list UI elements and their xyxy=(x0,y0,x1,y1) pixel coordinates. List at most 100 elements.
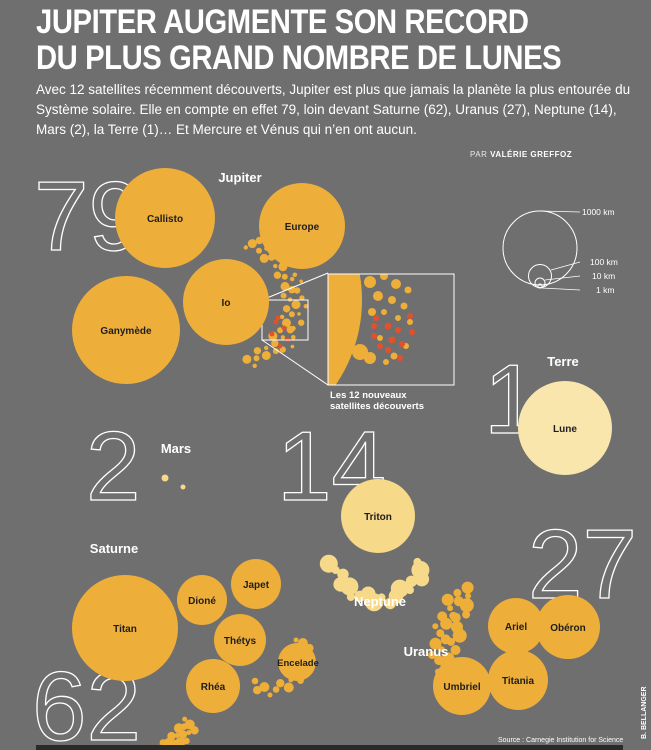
jupiter-small-moon xyxy=(292,272,298,278)
lune-circle xyxy=(518,381,612,475)
jupiter-small-moon xyxy=(303,304,309,309)
uranus-small-moon xyxy=(441,593,454,606)
io-label: Io xyxy=(222,298,231,309)
uranus-small-moon xyxy=(437,611,448,622)
triton-label: Triton xyxy=(364,512,392,523)
neptune-name: Neptune xyxy=(354,594,406,609)
zoom-new-satellite xyxy=(384,322,392,330)
europe-label: Europe xyxy=(285,222,320,233)
zoom-small-moon xyxy=(383,359,389,365)
scale-leader xyxy=(550,261,581,271)
jupiter-small-moon xyxy=(280,281,290,291)
deimos-circle xyxy=(180,484,186,490)
thetys-circle xyxy=(214,614,266,666)
jupiter-small-moon xyxy=(280,292,287,299)
uranus-small-moon xyxy=(465,592,472,599)
rhea-label: Rhéa xyxy=(201,682,226,693)
jupiter-small-moon xyxy=(282,318,291,328)
zoom-small-moon xyxy=(407,319,413,325)
io-closeup xyxy=(328,274,362,385)
zoom-connector xyxy=(261,339,329,386)
zoom-small-moon xyxy=(400,302,408,310)
japet-circle xyxy=(231,559,281,609)
jupiter-small-moon xyxy=(273,271,282,279)
saturn-small-moon xyxy=(174,733,180,738)
jupiter-small-moon xyxy=(273,263,278,269)
zoom-small-moon xyxy=(381,309,387,315)
oberon-label: Obéron xyxy=(550,623,586,634)
zoom-small-moon xyxy=(368,308,376,316)
zoom-small-moon xyxy=(380,274,388,280)
uranus-small-moon xyxy=(461,581,474,594)
uranus-small-moon xyxy=(429,637,442,650)
scale-circle xyxy=(502,210,578,286)
saturn-small-moon xyxy=(253,686,262,695)
dione-circle xyxy=(177,575,227,625)
saturn-small-moon xyxy=(259,682,270,692)
jupiter-small-moon xyxy=(279,314,285,320)
neptune-small-moon xyxy=(337,568,349,580)
zoom-new-satellite xyxy=(388,336,396,344)
neptune-small-moon xyxy=(405,575,418,587)
zoom-small-moon xyxy=(364,276,376,288)
zoom-new-satellite xyxy=(373,315,379,321)
jupiter-small-moon xyxy=(271,339,279,348)
scale-circle xyxy=(534,277,546,289)
uranus-small-moon xyxy=(459,598,474,613)
rhea-circle xyxy=(186,659,240,713)
zoom-small-moon xyxy=(377,335,383,341)
byline: PAR VALÉRIE GREFFOZ xyxy=(470,150,572,159)
jupiter-new-satellite xyxy=(275,315,281,321)
uranus-small-moon xyxy=(432,623,439,630)
neptune-small-moon xyxy=(333,577,349,592)
jupiter-small-moon xyxy=(290,344,295,349)
saturn-small-moon xyxy=(267,692,273,698)
saturn-small-moon xyxy=(175,737,186,748)
saturn-small-moon xyxy=(283,682,294,693)
zoom-label-line-1: Les 12 nouveaux xyxy=(330,390,407,401)
major-moons: Callisto Europe Io Ganymède Lune Triton Titan D… xyxy=(72,168,612,715)
jupiter-small-moon xyxy=(253,347,262,355)
neptune-small-moon xyxy=(319,554,338,573)
byline-prefix: PAR xyxy=(470,150,488,159)
jupiter-small-moon xyxy=(281,273,288,280)
mars-name: Mars xyxy=(161,441,191,456)
ganymede-circle xyxy=(72,276,180,384)
uranus-small-moon xyxy=(447,605,454,612)
uranus-small-moon xyxy=(447,637,455,646)
uranus-small-moon xyxy=(428,651,437,660)
zoom-small-moon xyxy=(390,352,398,360)
europe-circle xyxy=(259,183,345,269)
zoom-new-satellite xyxy=(407,313,413,319)
bottom-rule xyxy=(36,745,623,750)
jupiter-small-moon xyxy=(282,305,291,313)
jupiter-small-moon xyxy=(299,295,305,301)
zoom-new-satellite xyxy=(397,355,403,361)
ariel-circle xyxy=(488,598,544,654)
jupiter-small-moon xyxy=(288,311,295,318)
zoom-small-moon xyxy=(352,344,368,360)
saturn-small-moon xyxy=(190,726,199,735)
title-line-1: JUPITER AUGMENTE SON RECORD xyxy=(36,3,529,41)
zoom-frame xyxy=(327,273,455,386)
jupiter-small-moon xyxy=(291,300,301,310)
zoom-small-moon xyxy=(395,315,401,321)
zoom-new-satellite xyxy=(395,327,401,333)
zoom-new-satellite xyxy=(371,323,377,329)
uranus-small-moon xyxy=(453,588,462,597)
earth-name: Terre xyxy=(547,354,579,369)
uranus-small-moon xyxy=(451,621,463,634)
ganymede-label: Ganymède xyxy=(100,326,152,337)
umbriel-label: Umbriel xyxy=(443,682,480,693)
jupiter-small-moon xyxy=(293,287,301,294)
callisto-circle xyxy=(115,168,215,268)
jupiter-small-moon xyxy=(242,354,252,364)
zoom-small-moon xyxy=(391,279,401,289)
io-circle xyxy=(183,259,269,345)
zoom-content xyxy=(328,274,415,385)
umbriel-circle xyxy=(433,657,491,715)
byline-author: VALÉRIE GREFFOZ xyxy=(490,150,573,159)
title-line-2: DU PLUS GRAND NOMBRE DE LUNES xyxy=(36,39,562,77)
